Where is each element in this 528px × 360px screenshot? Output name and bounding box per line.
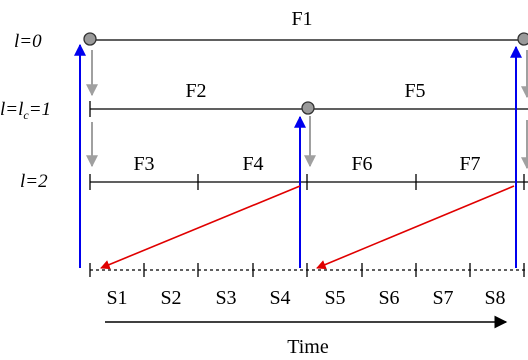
node-l0-end [517,32,528,46]
slot-label-s8: S8 [484,287,505,309]
level-label-0: l=0 [14,31,42,52]
slot-label-s7: S7 [432,287,453,309]
node-l0-start [83,32,97,46]
frame-label-f4: F4 [242,153,263,175]
slot-label-s1: S1 [106,287,127,309]
slot-label-s4: S4 [269,287,290,309]
red-arrow-left [100,185,301,270]
frame-label-f6: F6 [351,153,372,175]
frame-label-f1: F1 [291,8,312,30]
level-label-2: l=2 [20,171,48,192]
frame-label-f2: F2 [185,80,206,102]
slot-label-s5: S5 [324,287,345,309]
frame-label-f7: F7 [459,153,480,175]
slot-label-s3: S3 [215,287,236,309]
level-label-1-suffix: =1 [29,99,51,120]
node-l1-mid [301,101,315,115]
level-label-1: l=lc=1 [0,99,51,122]
frame-label-f5: F5 [404,80,425,102]
level-label-1-prefix: l=l [0,99,23,120]
time-label: Time [287,336,329,358]
slot-ticks [89,263,525,277]
slot-label-s2: S2 [160,287,181,309]
level-label-1-sub: c [23,108,29,122]
frame-label-f3: F3 [133,153,154,175]
slot-label-s6: S6 [378,287,399,309]
red-arrow-right [316,185,515,270]
